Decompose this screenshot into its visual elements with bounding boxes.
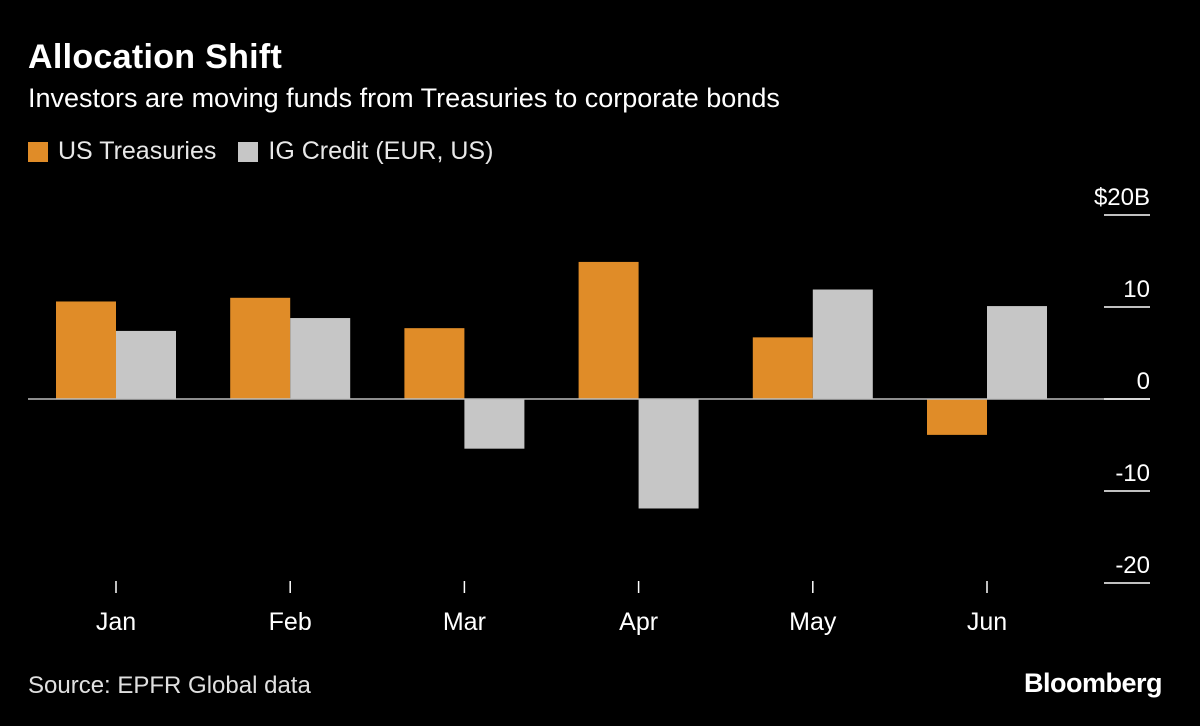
x-tick-label: Apr: [619, 608, 658, 636]
legend-swatch-us-treasuries: [28, 141, 48, 162]
legend-item-ig-credit: IG Credit (EUR, US): [238, 137, 493, 166]
x-tick-label: Jun: [967, 608, 1007, 636]
bar-us-treasuries-jun: [927, 399, 987, 435]
bar-us-treasuries-feb: [230, 297, 291, 399]
bloomberg-logo: Bloomberg: [1023, 668, 1163, 698]
legend-swatch-ig-credit: [238, 141, 259, 162]
legend-label-us-treasuries: US Treasuries: [58, 137, 217, 165]
source-note: Source: EPFR Global data: [28, 672, 311, 699]
x-tick-label: May: [789, 608, 837, 636]
bar-ig-credit-feb: [290, 318, 351, 399]
y-tick-label: 0: [1137, 368, 1150, 395]
legend-label-ig-credit: IG Credit (EUR, US): [268, 137, 494, 165]
bar-ig-credit-jun: [987, 306, 1047, 399]
y-tick-label: 10: [1123, 276, 1150, 303]
bar-ig-credit-jan: [116, 330, 176, 399]
bar-us-treasuries-jan: [56, 301, 116, 399]
x-tick-label: Mar: [443, 608, 486, 636]
chart-subtitle: Investors are moving funds from Treasuri…: [28, 83, 780, 113]
legend-item-us-treasuries: US Treasuries: [28, 137, 216, 166]
bar-ig-credit-apr: [638, 399, 699, 509]
y-tick-label: -10: [1115, 460, 1150, 487]
bar-ig-credit-mar: [464, 399, 525, 449]
x-tick-label: Feb: [269, 608, 312, 636]
bar-ig-credit-may: [812, 289, 873, 399]
chart-title: Allocation Shift: [28, 38, 283, 76]
chart-legend: US Treasuries IG Credit (EUR, US): [28, 137, 515, 166]
x-tick-label: Jan: [96, 608, 136, 636]
y-tick-label: $20B: [1094, 184, 1150, 211]
bar-us-treasuries-may: [752, 337, 813, 399]
bar-us-treasuries-apr: [578, 261, 639, 399]
bar-us-treasuries-mar: [404, 328, 465, 399]
y-tick-label: -20: [1115, 552, 1150, 579]
